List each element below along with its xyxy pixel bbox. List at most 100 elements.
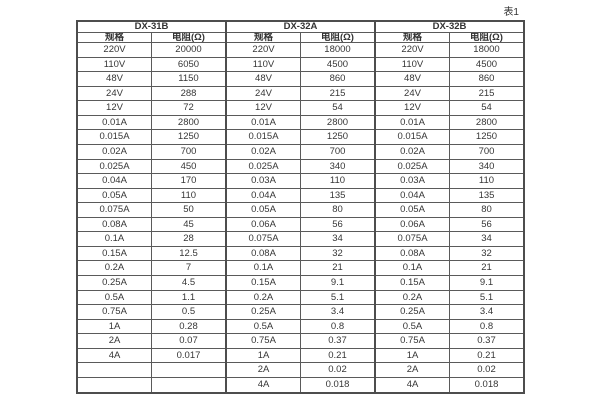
spec-cell: 0.25A bbox=[374, 304, 450, 320]
table-row: 220V 20000 220V 18000 220V 18000 bbox=[76, 42, 525, 58]
resistance-cell: 34 bbox=[300, 231, 376, 247]
spec-cell: 0.04A bbox=[374, 187, 450, 204]
resistance-cell: 21 bbox=[449, 260, 525, 276]
col-header-spec: 规格 bbox=[374, 31, 450, 43]
spec-cell: 110V bbox=[374, 56, 450, 73]
spec-cell: 0.015A bbox=[374, 129, 450, 145]
spec-cell: 4A bbox=[374, 376, 450, 394]
spec-cell: 24V bbox=[76, 85, 152, 102]
spec-cell: 0.2A bbox=[374, 289, 450, 306]
spec-cell: 110V bbox=[76, 56, 152, 73]
spec-cell: 0.75A bbox=[76, 304, 152, 320]
spec-cell: 0.02A bbox=[374, 143, 450, 160]
spec-cell: 0.06A bbox=[374, 216, 450, 233]
col-header-resistance: 电阻(Ω) bbox=[449, 31, 525, 43]
spec-cell: 0.25A bbox=[225, 304, 301, 320]
resistance-cell: 860 bbox=[300, 71, 376, 87]
spec-cell: 0.5A bbox=[374, 318, 450, 335]
resistance-cell: 340 bbox=[449, 158, 525, 175]
table-row: 1A 0.28 0.5A 0.8 0.5A 0.8 bbox=[76, 318, 525, 335]
table-row: 0.04A 170 0.03A 110 0.03A 110 bbox=[76, 173, 525, 189]
resistance-cell: 72 bbox=[151, 100, 227, 116]
spec-cell: 0.25A bbox=[76, 275, 152, 291]
table-row: 0.15A 12.5 0.08A 32 0.08A 32 bbox=[76, 245, 525, 262]
resistance-cell: 0.21 bbox=[449, 347, 525, 364]
resistance-cell: 54 bbox=[300, 100, 376, 116]
table-row: 0.25A 4.5 0.15A 9.1 0.15A 9.1 bbox=[76, 275, 525, 291]
spec-cell: 0.015A bbox=[225, 129, 301, 145]
resistance-cell: 4500 bbox=[300, 56, 376, 73]
resistance-cell: 0.017 bbox=[151, 347, 227, 364]
resistance-cell: 0.37 bbox=[300, 333, 376, 349]
spec-cell: 0.01A bbox=[225, 114, 301, 131]
spec-cell: 0.06A bbox=[225, 216, 301, 233]
resistance-cell: 860 bbox=[449, 71, 525, 87]
group-header-dx-32a: DX-32A bbox=[225, 20, 376, 33]
table-row: 0.08A 45 0.06A 56 0.06A 56 bbox=[76, 216, 525, 233]
spec-cell: 4A bbox=[225, 376, 301, 394]
resistance-cell: 0.8 bbox=[300, 318, 376, 335]
resistance-cell: 340 bbox=[300, 158, 376, 175]
group-header-dx-32b: DX-32B bbox=[374, 20, 525, 33]
resistance-cell: 1.1 bbox=[151, 289, 227, 306]
resistance-cell: 0.8 bbox=[449, 318, 525, 335]
resistance-cell: 170 bbox=[151, 173, 227, 189]
spec-cell: 0.1A bbox=[225, 260, 301, 276]
col-header-resistance: 电阻(Ω) bbox=[300, 31, 376, 43]
spec-cell: 12V bbox=[225, 100, 301, 116]
resistance-cell: 28 bbox=[151, 231, 227, 247]
resistance-cell: 54 bbox=[449, 100, 525, 116]
resistance-cell: 34 bbox=[449, 231, 525, 247]
table-row: 0.5A 1.1 0.2A 5.1 0.2A 5.1 bbox=[76, 289, 525, 306]
spec-cell: 4A bbox=[76, 347, 152, 364]
resistance-cell: 18000 bbox=[449, 42, 525, 58]
resistance-cell: 21 bbox=[300, 260, 376, 276]
spec-cell: 12V bbox=[76, 100, 152, 116]
spec-cell: 48V bbox=[374, 71, 450, 87]
resistance-cell: 0.21 bbox=[300, 347, 376, 364]
table-caption: 表1 bbox=[503, 7, 519, 18]
table-row: 0.2A 7 0.1A 21 0.1A 21 bbox=[76, 260, 525, 276]
resistance-cell: 0.37 bbox=[449, 333, 525, 349]
resistance-cell: 110 bbox=[449, 173, 525, 189]
resistance-cell: 9.1 bbox=[449, 275, 525, 291]
resistance-cell: 135 bbox=[449, 187, 525, 204]
spec-cell: 220V bbox=[374, 42, 450, 58]
table-row: 0.1A 28 0.075A 34 0.075A 34 bbox=[76, 231, 525, 247]
table-row: 110V 6050 110V 4500 110V 4500 bbox=[76, 56, 525, 73]
table-row: 0.015A 1250 0.015A 1250 0.015A 1250 bbox=[76, 129, 525, 145]
spec-cell: 2A bbox=[76, 333, 152, 349]
resistance-cell: 20000 bbox=[151, 42, 227, 58]
spec-cell: 0.025A bbox=[374, 158, 450, 175]
resistance-cell: 12.5 bbox=[151, 245, 227, 262]
resistance-cell: 135 bbox=[300, 187, 376, 204]
spec-cell: 0.75A bbox=[225, 333, 301, 349]
resistance-cell: 0.07 bbox=[151, 333, 227, 349]
table-row: 48V 1150 48V 860 48V 860 bbox=[76, 71, 525, 87]
resistance-cell: 6050 bbox=[151, 56, 227, 73]
spec-cell: 1A bbox=[225, 347, 301, 364]
resistance-cell: 45 bbox=[151, 216, 227, 233]
table-row: 2A 0.07 0.75A 0.37 0.75A 0.37 bbox=[76, 333, 525, 349]
spec-cell: 0.1A bbox=[374, 260, 450, 276]
spec-cell: 24V bbox=[374, 85, 450, 102]
spec-cell: 0.075A bbox=[76, 202, 152, 218]
resistance-cell: 9.1 bbox=[300, 275, 376, 291]
table-row: 0.01A 2800 0.01A 2800 0.01A 2800 bbox=[76, 114, 525, 131]
resistance-cell: 80 bbox=[449, 202, 525, 218]
table-row: 12V 72 12V 54 12V 54 bbox=[76, 100, 525, 116]
spec-cell: 2A bbox=[374, 362, 450, 378]
resistance-cell: 0.02 bbox=[300, 362, 376, 378]
table-header: DX-31B DX-32A DX-32B 规格 电阻(Ω) 规格 电阻(Ω) 规… bbox=[76, 20, 525, 43]
table-row: 0.05A 110 0.04A 135 0.04A 135 bbox=[76, 187, 525, 204]
spec-cell: 0.015A bbox=[76, 129, 152, 145]
spec-cell: 0.15A bbox=[374, 275, 450, 291]
resistance-cell: 0.5 bbox=[151, 304, 227, 320]
resistance-cell: 1250 bbox=[300, 129, 376, 145]
col-header-spec: 规格 bbox=[225, 31, 301, 43]
resistance-cell: 3.4 bbox=[449, 304, 525, 320]
spec-cell: 0.75A bbox=[374, 333, 450, 349]
spec-cell: 0.08A bbox=[225, 245, 301, 262]
table-row: 0.025A 450 0.025A 340 0.025A 340 bbox=[76, 158, 525, 175]
